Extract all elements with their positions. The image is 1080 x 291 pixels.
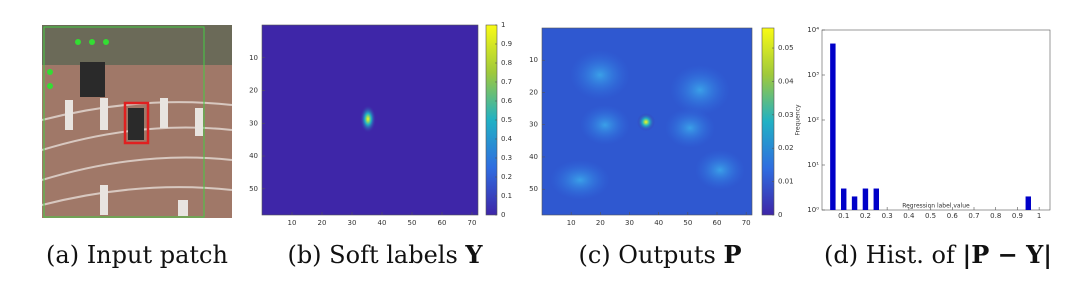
y-tick-label: 10¹: [807, 161, 819, 169]
caption-text: (c) Outputs: [578, 241, 715, 269]
caption-text: (a) Input patch: [46, 241, 228, 269]
x-tick-label: 0.6: [947, 212, 959, 220]
x-tick-label: 30: [348, 219, 357, 227]
bar: [830, 43, 836, 210]
colorbar-tick-label: 0.7: [501, 78, 512, 86]
x-tick-label: 50: [683, 219, 692, 227]
y-tick-label: 30: [249, 119, 258, 127]
colorbar-tick-label: 0.01: [778, 178, 794, 186]
x-tick-label: 40: [378, 219, 387, 227]
x-tick-label: 0.8: [990, 212, 1001, 220]
colorbar-tick-label: 0.02: [778, 144, 794, 152]
x-tick-label: 40: [654, 219, 663, 227]
x-tick-label: 0.7: [968, 212, 979, 220]
x-tick-label: 1: [1037, 212, 1041, 220]
caption: (d) Hist. of |P − Y|: [824, 240, 1052, 269]
x-tick-label: 0.5: [925, 212, 936, 220]
caption-symbol: P: [723, 240, 741, 269]
input-photo: [41, 25, 233, 218]
y-tick-label: 50: [249, 185, 258, 193]
plot-frame: [541, 27, 753, 216]
y-tick-label: 20: [529, 88, 538, 96]
x-tick-label: 60: [713, 219, 722, 227]
heatmap-image: [542, 28, 752, 215]
x-tick-label: 10: [288, 219, 297, 227]
caption-symbol: Y: [464, 240, 483, 269]
plot-frame: [261, 24, 479, 216]
y-tick-label: 10²: [807, 116, 819, 124]
colorbar: [761, 27, 775, 216]
bar: [873, 188, 879, 210]
colorbar-tick-label: 0.4: [501, 135, 513, 143]
colorbar-tick-label: 0.03: [778, 111, 794, 119]
y-tick-label: 50: [529, 185, 538, 193]
x-tick-label: 60: [438, 219, 447, 227]
y-tick-label: 30: [529, 121, 538, 129]
colorbar-tick-label: 0.5: [501, 116, 512, 124]
colorbar-tick-label: 0.8: [501, 59, 512, 67]
colorbar-tick-label: 0.1: [501, 192, 512, 200]
x-tick-label: 0.2: [860, 212, 871, 220]
y-tick-label: 20: [249, 87, 258, 95]
y-tick-label: 10: [249, 54, 258, 62]
y-tick-label: 10³: [807, 71, 819, 79]
x-tick-label: 20: [596, 219, 605, 227]
y-tick-label: 40: [529, 153, 538, 161]
y-axis-label: Frequency: [795, 104, 802, 135]
x-tick-label: 10: [567, 219, 576, 227]
colorbar-tick-label: 0.9: [501, 40, 512, 48]
bar: [851, 196, 858, 210]
x-tick-label: 0.9: [1012, 212, 1023, 220]
x-tick-label: 30: [625, 219, 634, 227]
x-tick-label: 70: [742, 219, 751, 227]
colorbar-tick-label: 0: [778, 211, 782, 219]
caption: (c) Outputs P: [578, 240, 741, 269]
caption-symbol: |P − Y|: [963, 240, 1052, 269]
caption: (a) Input patch: [46, 241, 228, 269]
x-tick-label: 70: [468, 219, 477, 227]
x-axis-label: Regression label value: [902, 203, 970, 210]
bar: [1025, 196, 1031, 210]
colorbar-tick-label: 0.05: [778, 44, 794, 52]
colorbar-tick-label: 0.6: [501, 97, 513, 105]
plot-frame: [821, 29, 1051, 211]
x-tick-label: 20: [318, 219, 327, 227]
bar: [841, 188, 847, 210]
colorbar-tick-label: 0.3: [501, 154, 512, 162]
y-tick-label: 10⁰: [807, 206, 819, 214]
caption-text: (d) Hist. of: [824, 241, 957, 269]
x-tick-label: 0.1: [838, 212, 849, 220]
y-tick-label: 10⁴: [807, 26, 819, 34]
colorbar-tick-label: 0.2: [501, 173, 512, 181]
heatmap-image: [262, 25, 478, 215]
x-tick-label: 50: [408, 219, 417, 227]
caption-text: (b) Soft labels: [287, 241, 457, 269]
colorbar-tick-label: 1: [501, 21, 505, 29]
colorbar-tick-label: 0.04: [778, 77, 794, 85]
colorbar-tick-label: 0: [501, 211, 505, 219]
y-tick-label: 40: [249, 152, 258, 160]
x-tick-label: 0.3: [882, 212, 893, 220]
x-tick-label: 0.4: [903, 212, 915, 220]
caption: (b) Soft labels Y: [287, 240, 483, 269]
bar: [862, 188, 869, 210]
y-tick-label: 10: [529, 56, 538, 64]
